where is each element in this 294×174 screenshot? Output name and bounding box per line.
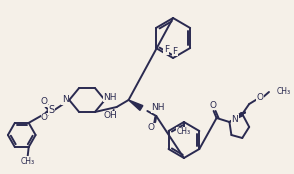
Text: O: O <box>257 93 263 101</box>
Text: CH₃: CH₃ <box>21 157 35 166</box>
Polygon shape <box>229 112 243 122</box>
Text: OH: OH <box>104 112 118 121</box>
Text: N: N <box>231 114 238 124</box>
Text: O: O <box>41 97 48 106</box>
Text: NH: NH <box>151 104 165 113</box>
Text: N: N <box>62 96 69 105</box>
Text: O: O <box>148 124 155 132</box>
Text: NH: NH <box>103 93 116 101</box>
Text: F: F <box>173 46 178 56</box>
Polygon shape <box>128 100 143 110</box>
Text: O: O <box>209 101 216 109</box>
Text: F: F <box>164 45 169 54</box>
Text: CH₃: CH₃ <box>177 128 191 136</box>
Text: S: S <box>48 105 54 115</box>
Text: CH₃: CH₃ <box>277 88 291 97</box>
Text: O: O <box>41 113 48 122</box>
